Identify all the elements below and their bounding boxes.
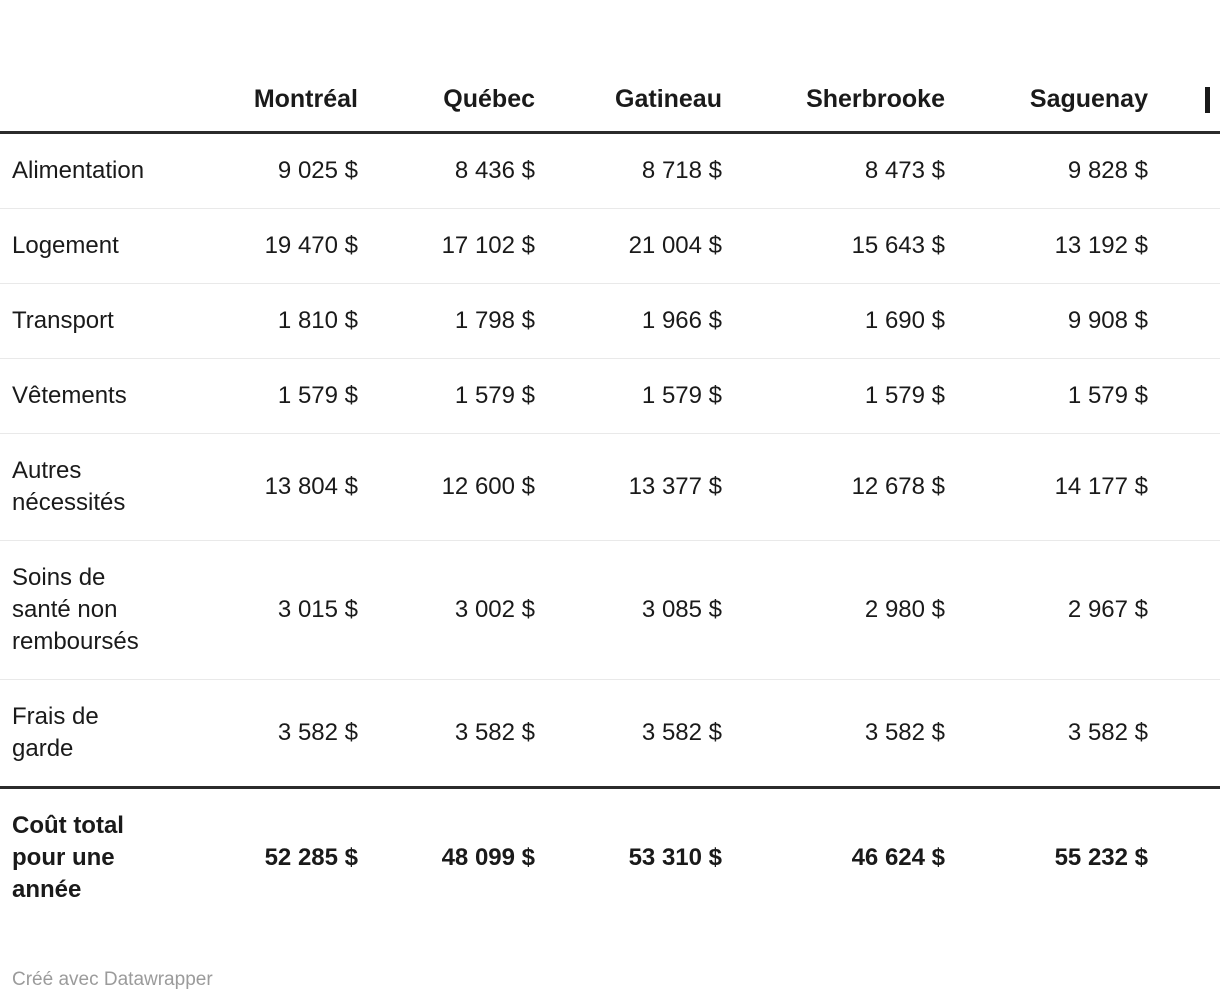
value-cell: 15 643 $ bbox=[722, 208, 945, 284]
table-row-total: Coût total pour une année 52 285 $ 48 09… bbox=[0, 786, 1220, 927]
value-cell: 1 579 $ bbox=[190, 358, 358, 434]
value-cell-clipped bbox=[1148, 679, 1220, 788]
value-cell: 1 690 $ bbox=[722, 283, 945, 359]
column-header-sherbrooke: Sherbrooke bbox=[722, 0, 945, 134]
value-cell: 17 102 $ bbox=[358, 208, 535, 284]
value-cell: 8 718 $ bbox=[641, 157, 722, 184]
value-cell: 3 582 $ bbox=[535, 679, 722, 788]
table-row-soins-de-sante: Soins de santé non remboursés 3 015 $ 3 … bbox=[0, 540, 1220, 680]
table-row-alimentation: Alimentation 9 025 $ 8 436 $ 8 718 $ 8 4… bbox=[0, 133, 1220, 209]
value-cell: 13 192 $ bbox=[945, 208, 1148, 284]
total-value-cell: 46 624 $ bbox=[722, 786, 945, 927]
value-cell-clipped bbox=[1148, 358, 1220, 434]
value-cell: 19 470 $ bbox=[190, 208, 358, 284]
value-cell: 1 798 $ bbox=[358, 283, 535, 359]
value-cell: 21 004 $ bbox=[535, 208, 722, 284]
value-cell: 3 582 $ bbox=[358, 679, 535, 788]
value-cell-clipped bbox=[1148, 283, 1220, 359]
attribution-prefix-text: Créé avec bbox=[12, 969, 104, 990]
value-cell: 1 579 $ bbox=[945, 358, 1148, 434]
value-cell-clipped bbox=[1148, 786, 1220, 927]
value-cell: 2 967 $ bbox=[945, 540, 1148, 680]
row-label: Frais de garde bbox=[0, 679, 190, 788]
value-cell: 8 436 $ bbox=[454, 157, 535, 184]
value-cell: 13 377 $ bbox=[535, 433, 722, 541]
value-cell: 12 600 $ bbox=[358, 433, 535, 541]
value-cell: 3 582 $ bbox=[190, 679, 358, 788]
row-label: Soins de santé non remboursés bbox=[0, 540, 190, 680]
value-cell: 8 473 $ bbox=[864, 157, 945, 184]
row-label: Transport bbox=[0, 283, 190, 359]
column-header-montreal: Montréal bbox=[190, 0, 358, 134]
total-value-cell: 53 310 $ bbox=[535, 786, 722, 927]
table-row-logement: Logement 19 470 $ 17 102 $ 21 004 $ 15 6… bbox=[0, 208, 1220, 284]
value-cell: 9 828 $ bbox=[1067, 157, 1148, 184]
value-cell: 13 804 $ bbox=[190, 433, 358, 541]
row-label: Vêtements bbox=[0, 358, 190, 434]
value-cell: 3 582 $ bbox=[722, 679, 945, 788]
attribution-footer: Créé avec Datawrapper bbox=[12, 967, 1220, 992]
value-cell: 9 025 $ bbox=[277, 157, 358, 184]
table-row-vetements: Vêtements 1 579 $ 1 579 $ 1 579 $ 1 579 … bbox=[0, 358, 1220, 434]
total-row-label: Coût total pour une année bbox=[0, 786, 190, 927]
total-value-cell: 52 285 $ bbox=[190, 786, 358, 927]
row-label: Alimentation bbox=[12, 157, 145, 184]
value-cell: 2 980 $ bbox=[722, 540, 945, 680]
value-cell: 3 015 $ bbox=[190, 540, 358, 680]
value-cell: 1 810 $ bbox=[190, 283, 358, 359]
table-row-transport: Transport 1 810 $ 1 798 $ 1 966 $ 1 690 … bbox=[0, 283, 1220, 359]
cost-table: Montréal Québec Gatineau Sherbrooke Sagu… bbox=[0, 0, 1220, 927]
value-cell: 9 908 $ bbox=[945, 283, 1148, 359]
value-cell-clipped bbox=[1148, 433, 1220, 541]
value-cell: 1 966 $ bbox=[535, 283, 722, 359]
table-row-frais-de-garde: Frais de garde 3 582 $ 3 582 $ 3 582 $ 3… bbox=[0, 679, 1220, 788]
column-header-gatineau: Gatineau bbox=[535, 0, 722, 134]
datawrapper-link[interactable]: Datawrapper bbox=[103, 969, 213, 990]
value-cell: 14 177 $ bbox=[945, 433, 1148, 541]
row-label: Autres nécessités bbox=[0, 433, 190, 541]
value-cell: 3 085 $ bbox=[535, 540, 722, 680]
value-cell: 12 678 $ bbox=[722, 433, 945, 541]
total-value-cell: 55 232 $ bbox=[945, 786, 1148, 927]
value-cell-clipped bbox=[1148, 133, 1220, 209]
total-value-cell: 48 099 $ bbox=[358, 786, 535, 927]
table-row-autres-necessites: Autres nécessités 13 804 $ 12 600 $ 13 3… bbox=[0, 433, 1220, 541]
row-label: Logement bbox=[0, 208, 190, 284]
column-header-saguenay: Saguenay bbox=[945, 0, 1148, 134]
row-label-column-header bbox=[0, 0, 190, 134]
value-cell: 1 579 $ bbox=[535, 358, 722, 434]
value-cell: 1 579 $ bbox=[722, 358, 945, 434]
clipped-column-header-fragment bbox=[1205, 87, 1210, 113]
value-cell: 3 582 $ bbox=[945, 679, 1148, 788]
value-cell-clipped bbox=[1148, 208, 1220, 284]
column-header-quebec: Québec bbox=[358, 0, 535, 134]
value-cell: 3 002 $ bbox=[358, 540, 535, 680]
value-cell-clipped bbox=[1148, 540, 1220, 680]
value-cell: 1 579 $ bbox=[358, 358, 535, 434]
header-row: Montréal Québec Gatineau Sherbrooke Sagu… bbox=[0, 0, 1220, 134]
